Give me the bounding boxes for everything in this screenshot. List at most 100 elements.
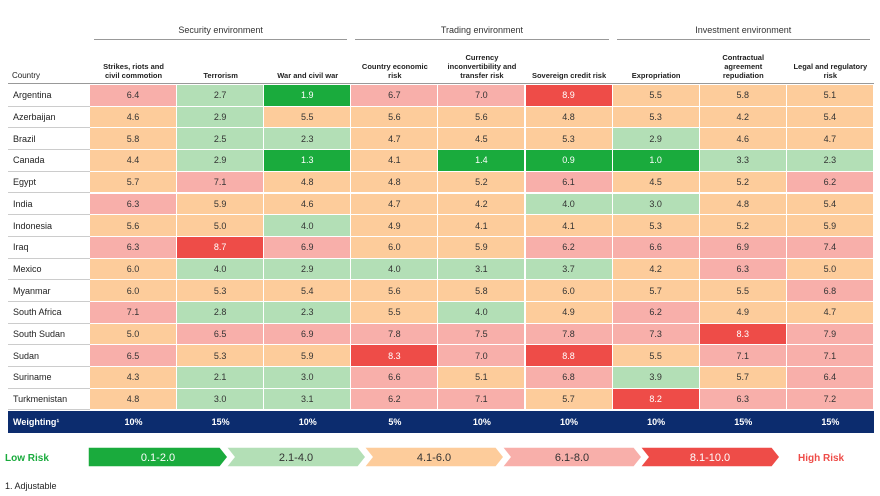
risk-cell: 4.0	[438, 302, 526, 324]
risk-cell: 4.8	[351, 171, 439, 194]
header-rule	[8, 83, 874, 84]
risk-cell: 5.4	[786, 193, 874, 216]
risk-cell: 2.3	[786, 150, 874, 172]
risk-cell: 7.5	[438, 323, 526, 346]
risk-cell: 5.0	[177, 215, 265, 237]
risk-cell: 5.0	[786, 258, 874, 281]
country-cell: Suriname	[8, 367, 90, 389]
risk-cell: 2.9	[177, 106, 265, 129]
risk-cell: 4.0	[525, 193, 613, 216]
risk-cell: 4.8	[699, 193, 787, 216]
column-header: Contractual agreement repudiation	[722, 53, 765, 80]
risk-cell: 7.2	[786, 388, 874, 411]
weighting-cell: 10%	[298, 416, 317, 427]
risk-cell: 5.6	[90, 215, 178, 237]
risk-cell: 2.9	[264, 258, 352, 281]
risk-cell: 5.9	[786, 215, 874, 237]
risk-cell: 5.3	[612, 106, 700, 129]
risk-cell: 2.3	[264, 302, 352, 324]
risk-cell: 5.9	[438, 236, 526, 259]
risk-cell: 6.3	[90, 193, 178, 216]
risk-cell: 6.5	[90, 345, 178, 368]
risk-cell: 4.1	[351, 150, 439, 172]
country-cell: Egypt	[8, 172, 90, 194]
risk-cell: 7.1	[177, 171, 265, 194]
risk-cell: 5.9	[177, 193, 265, 216]
risk-cell: 5.2	[699, 171, 787, 194]
column-header: Strikes, riots and civil commotion	[103, 62, 164, 80]
column-header: Legal and regulatory risk	[793, 62, 868, 80]
risk-cell: 4.9	[699, 302, 787, 324]
weighting-cell: 10%	[124, 416, 143, 427]
risk-cell: 4.7	[786, 302, 874, 324]
risk-cell: 8.3	[699, 323, 787, 346]
legend-arrow	[224, 446, 367, 468]
risk-cell: 3.3	[699, 150, 787, 172]
risk-cell: 4.9	[351, 215, 439, 237]
risk-cell: 2.3	[264, 128, 352, 151]
risk-cell: 6.8	[525, 367, 613, 389]
risk-cell: 3.0	[177, 388, 265, 411]
risk-cell: 5.2	[438, 171, 526, 194]
country-cell: Sudan	[8, 345, 90, 368]
risk-cell: 2.9	[612, 128, 700, 151]
risk-cell: 7.8	[351, 323, 439, 346]
risk-cell: 7.1	[438, 388, 526, 411]
risk-cell: 2.8	[177, 302, 265, 324]
risk-cell: 6.0	[525, 280, 613, 302]
column-header: Terrorism	[203, 71, 238, 80]
risk-cell: 5.3	[525, 128, 613, 151]
risk-cell: 6.0	[90, 280, 178, 302]
risk-cell: 8.3	[351, 345, 439, 368]
risk-cell: 4.6	[264, 193, 352, 216]
risk-cell: 7.1	[786, 345, 874, 368]
risk-cell: 5.9	[264, 345, 352, 368]
column-header: Currency inconvertibility and transfer r…	[447, 53, 517, 80]
risk-cell: 5.8	[699, 85, 787, 107]
legend-label: 0.1-2.0	[141, 452, 175, 464]
risk-cell: 1.0	[612, 150, 700, 172]
risk-cell: 5.1	[786, 85, 874, 107]
risk-cell: 6.2	[612, 302, 700, 324]
risk-cell: 4.8	[525, 106, 613, 129]
weighting-cell: 10%	[560, 416, 579, 427]
risk-cell: 5.5	[264, 106, 352, 129]
risk-cell: 4.1	[525, 215, 613, 237]
risk-cell: 6.7	[351, 85, 439, 107]
risk-cell: 7.3	[612, 323, 700, 346]
risk-cell: 7.1	[699, 345, 787, 368]
group-rule	[616, 39, 870, 40]
risk-cell: 4.7	[351, 128, 439, 151]
risk-cell: 4.2	[699, 106, 787, 129]
weighting-cell: 10%	[472, 416, 491, 427]
legend-arrow	[87, 446, 229, 468]
risk-cell: 4.1	[438, 215, 526, 237]
risk-cell: 1.3	[264, 150, 352, 172]
weighting-label: Weighting¹	[13, 416, 60, 427]
risk-cell: 7.8	[525, 323, 613, 346]
weighting-band	[8, 410, 874, 434]
legend-label: 8.1-10.0	[690, 452, 730, 464]
risk-cell: 2.9	[177, 150, 265, 172]
risk-cell: 4.0	[351, 258, 439, 281]
risk-cell: 2.5	[177, 128, 265, 151]
risk-cell: 8.8	[525, 345, 613, 368]
risk-cell: 5.4	[264, 280, 352, 302]
risk-cell: 5.2	[699, 215, 787, 237]
risk-cell: 8.2	[612, 388, 700, 411]
risk-cell: 6.9	[264, 323, 352, 346]
risk-cell: 5.7	[90, 171, 178, 194]
risk-cell: 6.9	[699, 236, 787, 259]
legend-label: 4.1-6.0	[417, 452, 451, 464]
risk-cell: 8.9	[525, 85, 613, 107]
weighting-cell: 15%	[821, 416, 840, 427]
risk-cell: 5.6	[438, 106, 526, 129]
legend-low: Low Risk	[5, 453, 49, 464]
risk-cell: 6.0	[90, 258, 178, 281]
country-cell: Indonesia	[8, 215, 90, 237]
legend-label: 6.1-8.0	[555, 452, 589, 464]
risk-cell: 4.0	[264, 215, 352, 237]
risk-cell: 6.6	[612, 236, 700, 259]
risk-cell: 5.0	[90, 323, 178, 346]
